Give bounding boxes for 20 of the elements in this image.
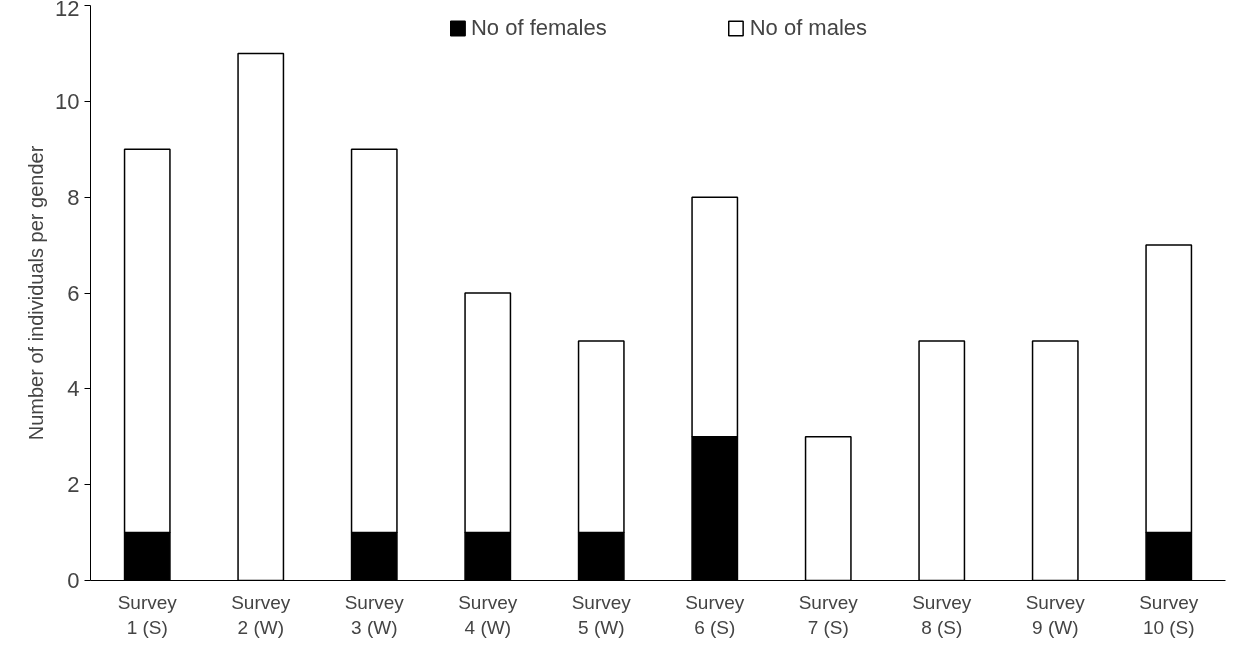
- y-axis-title: Number of individuals per gender: [25, 145, 48, 441]
- x-tick-label: Survey 9 (W): [1025, 591, 1086, 638]
- x-tick-label: Survey 8 (S): [912, 591, 972, 638]
- y-tick-label: 10: [55, 88, 80, 114]
- x-tick-label: Survey 1 (S): [117, 591, 178, 638]
- y-tick-label: 12: [55, 0, 80, 21]
- x-tick-label: Survey 5 (W): [571, 591, 632, 638]
- legend-label: No of males: [749, 15, 868, 41]
- y-tick-label: 0: [67, 568, 80, 593]
- x-tick-label: Survey 7 (S): [798, 591, 859, 638]
- legend-label: No of females: [470, 15, 607, 41]
- x-tick-label: Survey 3 (W): [344, 591, 405, 638]
- y-tick-label: 6: [67, 280, 80, 306]
- y-tick-label: 2: [67, 472, 80, 498]
- y-tick-label: 4: [67, 376, 80, 402]
- x-tick-label: Survey 2 (W): [231, 591, 291, 638]
- x-tick-label: Survey 10 (S): [1139, 591, 1199, 638]
- y-tick-label: 8: [67, 184, 80, 210]
- x-tick-label: Survey 6 (S): [685, 591, 745, 638]
- x-tick-label: Survey 4 (W): [458, 591, 518, 638]
